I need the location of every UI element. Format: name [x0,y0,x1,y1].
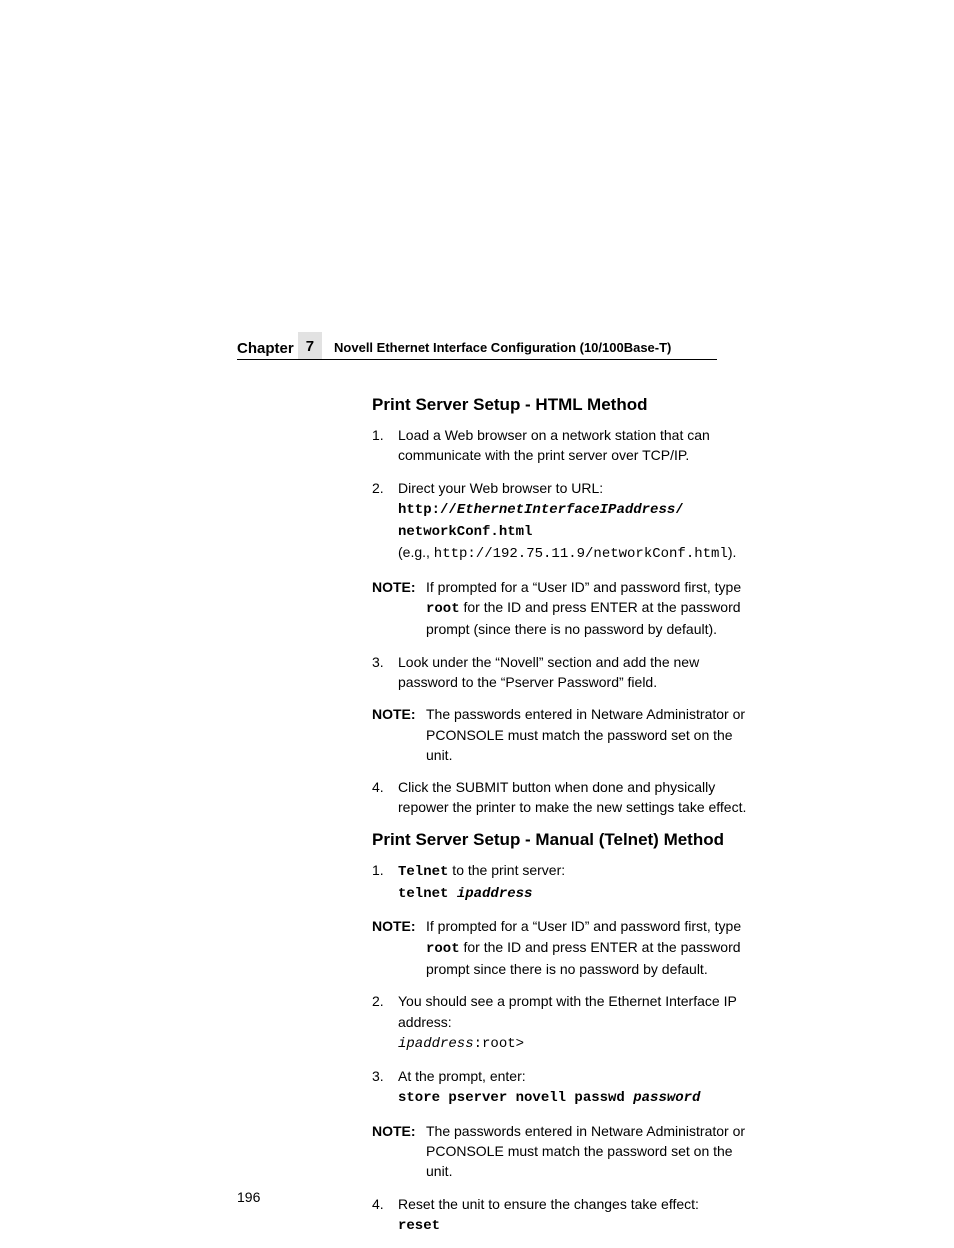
code-text: networkConf.html [398,524,532,540]
step-text: Direct your Web browser to URL: http://E… [398,478,762,565]
step-text: Telnet to the print server: telnet ipadd… [398,860,762,905]
step-number: 1. [372,860,398,905]
chapter-label: Chapter [237,340,298,357]
list-item: 1. Telnet to the print server: telnet ip… [372,860,762,905]
note-label: NOTE: [372,1121,426,1182]
step-text: Load a Web browser on a network station … [398,425,762,466]
step-text: Click the SUBMIT button when done and ph… [398,777,762,818]
chapter-number: 7 [298,332,322,359]
text: If prompted for a “User ID” and password… [426,918,741,934]
step-text: At the prompt, enter: store pserver nove… [398,1066,762,1109]
step-text: Look under the “Novell” section and add … [398,652,762,693]
step-number: 2. [372,478,398,565]
note-label: NOTE: [372,704,426,765]
note-block: NOTE: The passwords entered in Netware A… [372,1121,762,1182]
code-text: http:// [398,502,457,518]
code-text: ipaddress [457,886,533,902]
code-text: http://192.75.11.9/networkConf.html [434,546,728,562]
step-number: 2. [372,991,398,1054]
step-number: 4. [372,777,398,818]
list-item: 4. Click the SUBMIT button when done and… [372,777,762,818]
text: If prompted for a “User ID” and password… [426,579,741,595]
list-item: 2. Direct your Web browser to URL: http:… [372,478,762,565]
list-item: 2. You should see a prompt with the Ethe… [372,991,762,1054]
note-label: NOTE: [372,916,426,979]
step-number: 3. [372,1066,398,1109]
note-block: NOTE: If prompted for a “User ID” and pa… [372,916,762,979]
list-item: 1. Load a Web browser on a network stati… [372,425,762,466]
section-heading-telnet: Print Server Setup - Manual (Telnet) Met… [372,830,762,850]
list-item: 3. At the prompt, enter: store pserver n… [372,1066,762,1109]
text: (e.g., [398,544,434,560]
code-text: EthernetInterfaceIPaddress [457,502,675,518]
content-area: Print Server Setup - HTML Method 1. Load… [372,395,762,1248]
text: At the prompt, enter: [398,1068,526,1084]
chapter-title: Novell Ethernet Interface Configuration … [334,340,671,357]
code-text: Telnet [398,864,448,880]
text: Direct your Web browser to URL: [398,480,603,496]
note-block: NOTE: If prompted for a “User ID” and pa… [372,577,762,640]
text: for the ID and press ENTER at the passwo… [426,939,741,977]
text: Reset the unit to ensure the changes tak… [398,1196,699,1212]
code-text: root [426,941,460,957]
note-block: NOTE: The passwords entered in Netware A… [372,704,762,765]
code-text: :root> [474,1036,524,1052]
step-number: 3. [372,652,398,693]
step-number: 1. [372,425,398,466]
list-item: 4. Reset the unit to ensure the changes … [372,1194,762,1237]
text: to the print server: [448,862,565,878]
page: Chapter 7 Novell Ethernet Interface Conf… [0,0,954,1235]
note-text: If prompted for a “User ID” and password… [426,916,762,979]
text: ). [728,544,737,560]
list-item: 3. Look under the “Novell” section and a… [372,652,762,693]
code-text: root [426,601,460,617]
note-text: The passwords entered in Netware Adminis… [426,704,762,765]
step-text: Reset the unit to ensure the changes tak… [398,1194,762,1237]
step-number: 4. [372,1194,398,1237]
code-text: ipaddress [398,1036,474,1052]
code-text: / [675,502,683,518]
note-text: The passwords entered in Netware Adminis… [426,1121,762,1182]
code-text: telnet [398,886,457,902]
step-text: You should see a prompt with the Etherne… [398,991,762,1054]
note-text: If prompted for a “User ID” and password… [426,577,762,640]
note-label: NOTE: [372,577,426,640]
section-heading-html: Print Server Setup - HTML Method [372,395,762,415]
code-text: store pserver novell passwd [398,1090,633,1106]
chapter-header: Chapter 7 Novell Ethernet Interface Conf… [237,332,717,360]
code-text: reset [398,1218,440,1234]
text: You should see a prompt with the Etherne… [398,993,737,1029]
code-text: password [633,1090,700,1106]
text: for the ID and press ENTER at the passwo… [426,599,741,637]
page-number: 196 [237,1189,260,1205]
